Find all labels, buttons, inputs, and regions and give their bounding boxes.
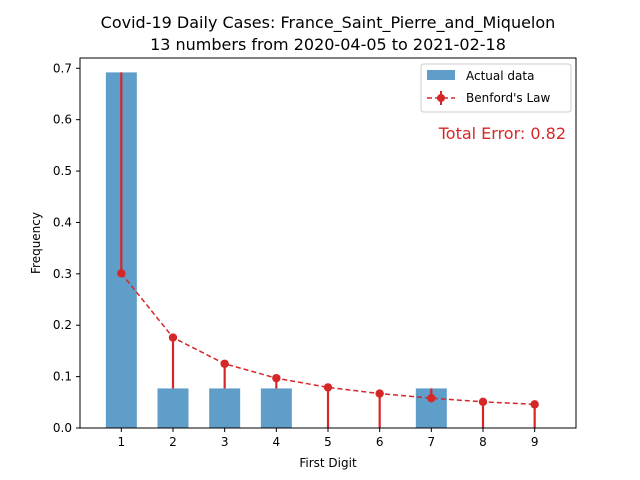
- benford-point-digit-8: [478, 397, 488, 406]
- y-tick-label: 0.5: [53, 164, 72, 178]
- benford-line-layer: [117, 269, 539, 409]
- x-tick-label: 6: [376, 435, 384, 449]
- bar-digit-3: [209, 388, 241, 428]
- legend-benford-label: Benford's Law: [466, 91, 551, 105]
- benford-point-digit-6: [375, 389, 384, 398]
- legend: Actual data Benford's Law: [420, 63, 572, 113]
- y-tick-label: 0.2: [53, 318, 72, 332]
- legend-actual-label: Actual data: [466, 69, 534, 83]
- chart-title: Covid-19 Daily Cases: France_Saint_Pierr…: [101, 13, 556, 33]
- benford-line: [120, 272, 535, 406]
- total-error-annotation: Total Error: 0.82: [438, 124, 566, 143]
- y-tick-label: 0.6: [53, 113, 72, 127]
- legend-actual-swatch: [427, 70, 455, 80]
- legend-benford-marker: [437, 94, 445, 102]
- x-tick-label: 2: [169, 435, 177, 449]
- x-tick-label: 1: [118, 435, 126, 449]
- y-tick-label: 0.7: [53, 61, 72, 75]
- bar-digit-4: [260, 388, 292, 428]
- benford-point-digit-4: [272, 373, 281, 383]
- benford-point-digit-9: [530, 400, 539, 409]
- x-tick-label: 3: [221, 435, 229, 449]
- chart-subtitle: 13 numbers from 2020-04-05 to 2021-02-18: [150, 35, 506, 54]
- y-tick-label: 0.0: [53, 421, 72, 435]
- y-tick-label: 0.4: [53, 215, 72, 229]
- bar-digit-2: [157, 388, 189, 428]
- x-tick-label: 8: [479, 435, 487, 449]
- x-tick-label: 9: [531, 435, 539, 449]
- legend-box: [420, 63, 572, 113]
- x-tick-label: 4: [273, 435, 281, 449]
- benford-point-digit-3: [220, 359, 229, 368]
- x-tick-label: 5: [324, 435, 332, 449]
- x-tick-label: 7: [428, 435, 436, 449]
- y-tick-label: 0.1: [53, 370, 72, 384]
- x-axis-label: First Digit: [299, 456, 357, 470]
- y-axis-label: Frequency: [29, 212, 43, 274]
- benford-point-digit-1: [117, 269, 126, 278]
- y-tick-label: 0.3: [53, 267, 72, 281]
- plot-frame: [79, 57, 577, 429]
- benford-point-digit-7: [427, 393, 436, 403]
- benford-point-digit-2: [168, 333, 178, 342]
- benford-point-digit-5: [323, 383, 333, 392]
- y-ticks: 0.0 0.1 0.2 0.3 0.4 0.5 0.6 0.7: [53, 61, 80, 435]
- x-ticks: 1 2 3 4 5 6 7 8 9: [118, 428, 539, 449]
